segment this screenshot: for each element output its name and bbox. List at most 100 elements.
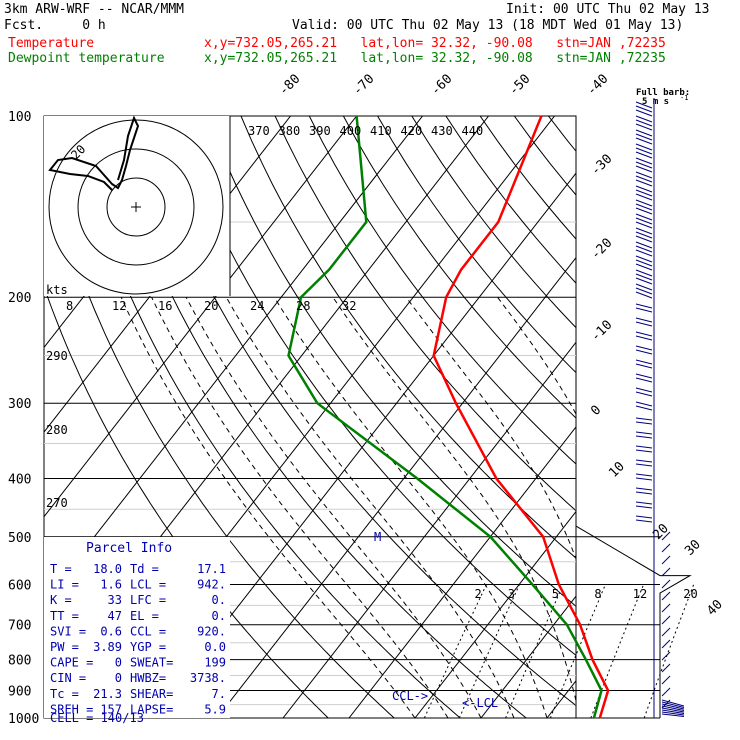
moist-adiabat-35 [701,297,720,718]
wind-barb [635,193,653,201]
speed-label-28: 28 [296,299,310,313]
isotherm--30 [282,341,576,718]
wind-barb-lower [661,579,671,589]
wind-barb-surface [661,711,685,716]
wind-barb [635,405,653,411]
theta-e-label-370: 370 [248,124,270,138]
parcel-value: 0.0 [204,640,226,654]
dry-adiabat-340 [308,116,576,465]
isotherm--40 [216,256,576,718]
temp-label--60: -60 [428,72,455,99]
temp-label--20: -20 [588,236,615,263]
wind-barb [635,473,653,477]
dewpoint-legend: Dewpoint temperature [8,51,165,66]
mixing-ratio-label-3: 3 [508,587,515,601]
parcel-label: SWEAT= [130,656,173,670]
wind-barb [635,519,653,523]
wind-barb [635,445,653,449]
wind-barb [635,417,653,421]
temp-label--50: -50 [506,72,533,99]
wind-barb [635,217,653,225]
wind-barb [635,487,653,491]
theta-label-290: 290 [46,349,68,363]
wind-barb-lower [661,555,671,565]
wind-barb [635,435,653,439]
moist-adiabat-15 [332,296,576,703]
speed-label-8: 8 [66,299,73,313]
parcel-value: 0 [115,671,122,685]
temp-label--80: -80 [276,72,303,99]
pressure-label-600: 600 [8,578,31,593]
wind-barb [635,303,653,309]
dry-adiabat-280 [103,116,527,718]
init-time: Init: 00 UTC Thu 02 May 13 [506,2,710,17]
dry-adiabat-430 [617,116,740,718]
dry-adiabat-310 [206,116,576,607]
wind-barb [635,431,653,435]
wind-barb [635,189,653,197]
dry-adiabat-380 [445,116,576,284]
wind-barb-lower [661,675,671,685]
dry-adiabat-450 [685,116,740,718]
theta-e-label-430: 430 [431,124,453,138]
wind-barb [635,317,653,323]
hodograph-ring-1 [77,148,195,266]
wind-barb-surface [661,713,685,717]
wind-barb [635,235,653,243]
model-title: 3km ARW-WRF -- NCAR/MMM [4,2,185,17]
wind-barb [635,199,653,207]
wind-barb-surface [661,699,685,707]
mixing-ratio-label-12: 12 [633,587,647,601]
moist-adiabat--10 [120,296,416,718]
theta-label-270: 270 [46,496,68,510]
parcel-value: 5.9 [204,702,226,716]
pressure-label-100: 100 [8,110,31,125]
wind-barb [635,249,653,257]
wind-barb-lower [661,627,671,637]
wind-barb [635,221,653,229]
parcel-value: 33 [108,593,122,607]
wind-barb [635,359,653,365]
mixing-ratio-label-5: 5 [552,587,559,601]
moist-adiabat-5 [225,296,515,718]
wind-barb [635,477,653,481]
temp-label--70: -70 [350,72,377,99]
temp-label-40: 40 [704,597,726,619]
isotherm-30 [679,116,740,718]
lcl-marker: <-LCL [462,696,498,710]
wind-barb [635,227,653,235]
parcel-label: SREH = [50,702,93,716]
mixing-ratio-3 [458,584,520,719]
theta-e-label-400: 400 [340,124,362,138]
parcel-value: 18.0 [93,562,122,576]
wind-barb [635,459,653,463]
wind-barb [635,165,653,173]
speed-label-12: 12 [112,299,126,313]
moist-adiabat-20 [405,296,576,561]
hodograph-ring-0 [106,177,166,237]
wind-barb-surface [661,705,685,711]
moist-adiabat--5 [151,296,449,718]
dry-adiabat-350 [342,116,576,419]
wind-barb [635,387,653,393]
parcel-label: LAPSE= [130,702,173,716]
wind-barb [635,105,653,113]
wind-barb-lower [661,531,671,541]
wind-barb [635,231,653,239]
speed-label-32: 32 [342,299,356,313]
parcel-value: 21.3 [93,687,122,701]
parcel-label: T = [50,562,72,576]
parcel-value: 920. [197,624,226,638]
speed-label-20: 20 [204,299,218,313]
moist-adiabat-10 [273,296,548,718]
parcel-label: Tc = [50,687,79,701]
dry-adiabat-360 [377,116,576,374]
wind-barb [635,501,653,505]
wind-barb [635,277,653,285]
wind-barb [635,147,653,155]
wind-barb [635,421,653,425]
wind-barb-lower [661,615,671,625]
wind-barb [635,391,653,397]
hodograph-units: kts [46,283,68,297]
